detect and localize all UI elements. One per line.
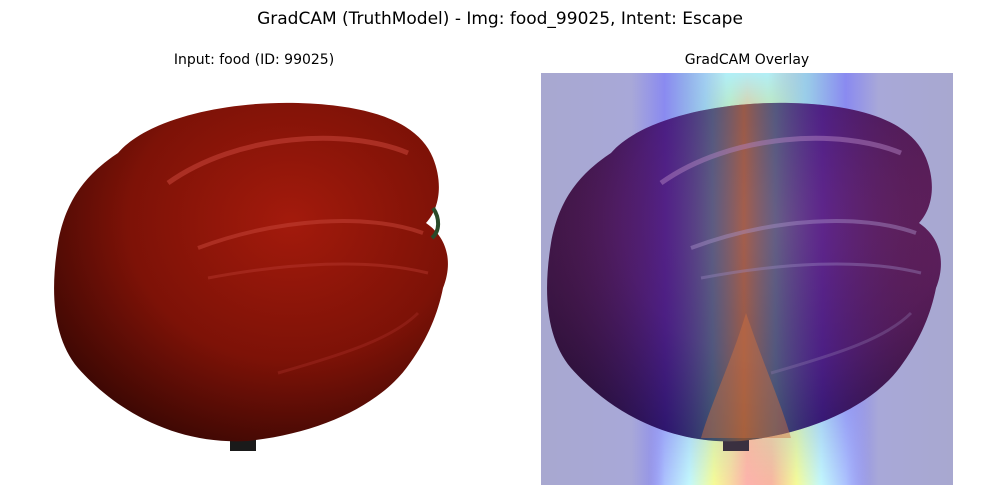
overlay-heat-peak: [701, 313, 791, 438]
input-panel-title: Input: food (ID: 99025): [173, 52, 335, 68]
input-image: [48, 73, 460, 485]
overlay-highlight: [770, 311, 913, 375]
gradcam-overlay: [541, 73, 953, 485]
pepper-highlight: [166, 135, 409, 186]
pepper-highlight: [207, 262, 429, 280]
gradcam-overlay-image: [541, 73, 953, 485]
pepper-highlight: [277, 311, 420, 375]
pepper-body: [54, 102, 448, 442]
overlay-highlight: [659, 135, 902, 186]
pepper-calyx: [430, 206, 441, 240]
figure-suptitle: GradCAM (TruthModel) - Img: food_99025, …: [257, 9, 743, 29]
pepper-photo: [48, 73, 460, 485]
overlay-highlight: [700, 262, 922, 280]
overlay-highlight: [690, 219, 917, 250]
overlay-pepper-heat: [547, 102, 941, 442]
pepper-highlight: [197, 219, 424, 250]
overlay-panel-title: GradCAM Overlay: [684, 52, 810, 68]
